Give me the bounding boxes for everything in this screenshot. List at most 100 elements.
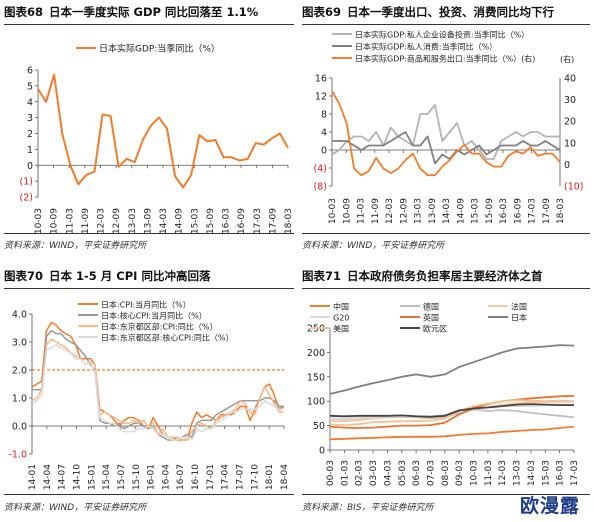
x-tick-label: 15-10 [132, 464, 142, 490]
x-tick-label: 16-03 [499, 198, 509, 224]
y-tick-label: 2.0 [12, 366, 27, 377]
x-tick-label: 12-03 [498, 460, 508, 486]
y-tick-label: 200 [307, 348, 325, 359]
x-tick-label: 11-09 [81, 208, 91, 234]
x-tick-label: 12-03 [97, 208, 107, 234]
x-tick-label: 17-10 [250, 464, 260, 490]
x-tick-label: 16-04 [161, 464, 171, 490]
legend-label: 英国 [423, 313, 439, 323]
y-tick-label: 4 [27, 97, 33, 108]
x-tick-label: 15-03 [541, 460, 551, 486]
y-tick-label: 1.0 [12, 394, 27, 405]
x-tick-label: 03-03 [369, 460, 379, 486]
x-tick-label: 17-04 [221, 464, 231, 490]
x-tick-label: 17-01 [206, 464, 216, 490]
legend-label: 日本实际GDP:私人消费:当季同比（%） [355, 42, 497, 52]
x-tick-label: 13-03 [513, 460, 523, 486]
x-tick-label: 11-03 [484, 460, 494, 486]
x-tick-label: 15-03 [471, 198, 481, 224]
x-tick-label: 18-03 [556, 198, 566, 224]
x-tick-label: 12-03 [385, 198, 395, 224]
panel-69-source: 资料来源：WIND，平安证券研究所 [302, 241, 445, 251]
legend-label: 日本:CPI:当月同比（%） [101, 300, 191, 310]
series-line-5 [329, 344, 575, 395]
panel-68-source: 资料来源：WIND，平安证券研究所 [4, 241, 147, 251]
y-tick-label: 12 [315, 92, 327, 103]
series-line-0 [331, 104, 560, 160]
x-tick-label: 16-01 [147, 464, 157, 490]
x-tick-label: 14-01 [28, 464, 38, 490]
x-tick-label: 15-04 [102, 464, 112, 490]
y-right-tick-label: 30 [564, 95, 576, 106]
x-tick-label: 14-03 [159, 208, 169, 234]
legend-label: 日本:东京都区部:核心CPI:同比（%） [101, 333, 233, 343]
y-tick-label: 150 [307, 372, 325, 383]
panel-69: 图表69 日本一季度出口、投资、消费同比均下行 16 12 8 4 0 (4) (8) 40 30… [302, 4, 590, 259]
x-tick-label: 11-09 [371, 198, 381, 224]
x-tick-label: 18-04 [280, 464, 290, 490]
y-tick-label: 1 [27, 145, 33, 156]
x-tick-label: 16-09 [513, 198, 523, 224]
series-line-0 [329, 425, 575, 441]
x-tick-label: 11-03 [357, 198, 367, 224]
panel-69-title: 图表69 日本一季度出口、投资、消费同比均下行 [302, 5, 555, 19]
y-tick-label: (2) [20, 193, 33, 204]
legend-label: 中国 [333, 302, 349, 312]
y-right-tick-label: 10 [564, 138, 576, 149]
y-tick-label: 0 [319, 446, 325, 457]
series-line-6 [329, 399, 575, 427]
x-tick-label: 15-01 [87, 464, 97, 490]
x-tick-label: 16-03 [556, 460, 566, 486]
y-right-tick-label: 40 [564, 74, 576, 85]
chart-government-debt: 25020015010050000-0301-0302-0303-0304-03… [307, 302, 580, 487]
y-tick-label: 100 [307, 397, 325, 408]
y-right-tick-label: 20 [564, 117, 576, 128]
y-tick-label: (1) [20, 177, 33, 188]
panel-68-title: 图表68 日本一季度实际 GDP 同比回落至 1.1% [4, 5, 259, 19]
x-tick-label: 13-09 [428, 198, 438, 224]
x-tick-label: 13-03 [414, 198, 424, 224]
x-tick-label: 13-09 [143, 208, 153, 234]
x-tick-label: 10-09 [50, 208, 60, 234]
x-tick-label: 17-09 [268, 208, 278, 234]
x-tick-label: 00-03 [326, 460, 336, 486]
right-axis-note: (右) [560, 54, 574, 64]
x-tick-label: 14-09 [175, 208, 185, 234]
x-tick-label: 07-03 [426, 460, 436, 486]
x-tick-label: 16-07 [176, 464, 186, 490]
y-tick-label: 50 [313, 421, 325, 432]
x-tick-label: 16-10 [191, 464, 201, 490]
x-tick-label: 17-03 [253, 208, 263, 234]
x-tick-label: 10-03 [470, 460, 480, 486]
x-tick-label: 16-09 [237, 208, 247, 234]
legend-label: 法国 [511, 302, 527, 312]
x-tick-label: 14-09 [456, 198, 466, 224]
y-tick-label: 3.0 [12, 338, 27, 349]
y-right-tick-label: (10) [564, 182, 584, 193]
y-tick-label: 6 [27, 66, 33, 77]
x-tick-label: 02-03 [355, 460, 365, 486]
legend-label: 欧元区 [423, 324, 447, 334]
y-tick-label: 5 [27, 81, 33, 92]
x-tick-label: 18-03 [284, 208, 294, 234]
series-line-0 [31, 321, 285, 441]
legend-label: 日本 [511, 313, 527, 323]
x-tick-label: 10-03 [328, 198, 338, 224]
x-tick-label: 05-03 [398, 460, 408, 486]
panel-68: 图表68 日本一季度实际 GDP 同比回落至 1.1% 6 5 4 3 2 1 0 (1) (2)… [4, 4, 294, 259]
x-tick-label: 04-03 [383, 460, 393, 486]
x-tick-label: 17-07 [236, 464, 246, 490]
series-line-2 [331, 90, 561, 177]
x-tick-label: 15-09 [485, 198, 495, 224]
legend-label: 日本实际GDP:当季同比（%） [99, 43, 220, 55]
y-tick-label: 0 [27, 161, 33, 172]
series-line-1 [32, 330, 284, 441]
x-tick-label: 15-07 [117, 464, 127, 490]
legend-label: 日本实际GDP:私人企业设备投资:当季同比（%） [355, 30, 529, 40]
legend-label: 日本实际GDP:商品和服务出口:当季同比（%）(右) [355, 54, 535, 64]
y-tick-label: 2 [27, 129, 33, 140]
legend-label: 德国 [423, 302, 439, 312]
x-tick-label: 12-09 [399, 198, 409, 224]
y-tick-label: (8) [314, 182, 327, 193]
